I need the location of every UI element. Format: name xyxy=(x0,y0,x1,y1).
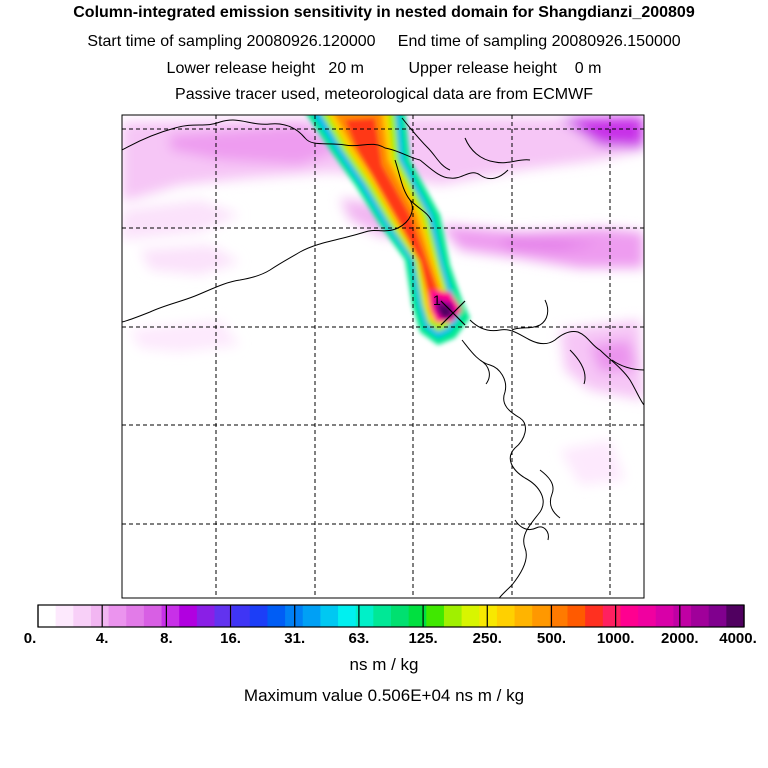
colorbar-cell xyxy=(161,605,180,627)
colorbar-cell xyxy=(73,605,92,627)
colorbar-cell xyxy=(38,605,57,627)
colorbar-tick-label: 500. xyxy=(536,630,567,647)
colorbar-cell xyxy=(620,605,639,627)
colorbar-cell xyxy=(249,605,269,627)
maximum-value-label: Maximum value 0.506E+04 ns m / kg xyxy=(243,686,525,705)
colorbar-cell xyxy=(267,605,286,627)
colorbar-cell xyxy=(461,605,480,627)
colorbar-cell xyxy=(426,605,445,627)
colorbar-tick-label: 250. xyxy=(472,630,502,647)
colorbar-cell xyxy=(355,605,374,627)
colorbar-cell xyxy=(232,605,251,627)
colorbar-tick-label: 1000. xyxy=(596,630,635,647)
colorbar-tick-label: 4. xyxy=(95,630,109,647)
colorbar-unit-label: ns m / kg xyxy=(349,655,419,674)
colorbar-cell xyxy=(585,605,604,627)
colorbar-cell xyxy=(673,605,692,627)
colorbar-cell xyxy=(126,605,145,627)
colorbar-cell xyxy=(90,605,110,627)
release-number-label: 1 xyxy=(433,292,441,308)
colorbar-tick-label: 31. xyxy=(284,630,306,647)
colorbar-cell xyxy=(638,605,657,627)
coastlines xyxy=(122,117,644,598)
colorbar-cell xyxy=(602,605,622,627)
colorbar-frame xyxy=(37,604,745,628)
colorbar-tick-label: 8. xyxy=(160,630,173,647)
colorbar-tick-label: 16. xyxy=(220,630,241,647)
colorbar-cell xyxy=(196,605,216,627)
start-time-label: Start time of sampling 20080926.120000 xyxy=(87,33,376,50)
colorbar-cell xyxy=(373,605,392,627)
colorbar-cell xyxy=(496,605,516,627)
colorbar-cell xyxy=(143,605,163,627)
colorbar-cell xyxy=(338,605,357,627)
colorbar-cell xyxy=(108,605,127,627)
coordinate-grid xyxy=(122,115,644,598)
lower-release-label: Lower release height 20 m xyxy=(166,60,364,77)
colorbar-cell xyxy=(214,605,233,627)
release-height-line: Lower release height 20 m Upper release … xyxy=(0,60,768,78)
colorbar-cell xyxy=(726,605,745,627)
colorbar-cell xyxy=(691,605,710,627)
colorbar-tick-label: 63. xyxy=(348,630,370,647)
colorbar-tick-label: 2000. xyxy=(661,630,699,647)
end-time-label: End time of sampling 20080926.150000 xyxy=(397,33,681,50)
colorbar-cell xyxy=(479,605,498,627)
colorbar-cell xyxy=(408,605,427,627)
colorbar-cell xyxy=(567,605,586,627)
colorbar-cell xyxy=(708,605,727,627)
colorbar-cell xyxy=(179,605,198,627)
colorbar-cell xyxy=(655,605,674,627)
colorbar-cell xyxy=(443,605,463,627)
sampling-time-line: Start time of sampling 20080926.120000 E… xyxy=(0,33,768,51)
release-site-marker xyxy=(440,300,466,326)
chart-title: Column-integrated emission sensitivity i… xyxy=(73,4,695,21)
colorbar-cell xyxy=(391,605,410,627)
colorbar-cell xyxy=(549,605,569,627)
colorbar-cell xyxy=(55,605,74,627)
colorbar-tick-label: 4000. xyxy=(719,630,757,647)
tracer-info-line: Passive tracer used, meteorological data… xyxy=(175,86,593,103)
colorbar-tick-label: 125. xyxy=(408,630,438,647)
colorbar-cell xyxy=(532,605,551,627)
colorbar-cell xyxy=(320,605,339,627)
colorbar-tick-label: 0. xyxy=(23,630,37,647)
colorbar-cell xyxy=(514,605,533,627)
upper-release-label: Upper release height 0 m xyxy=(408,60,602,77)
colorbar-cell xyxy=(302,605,321,627)
map-frame xyxy=(121,114,645,599)
